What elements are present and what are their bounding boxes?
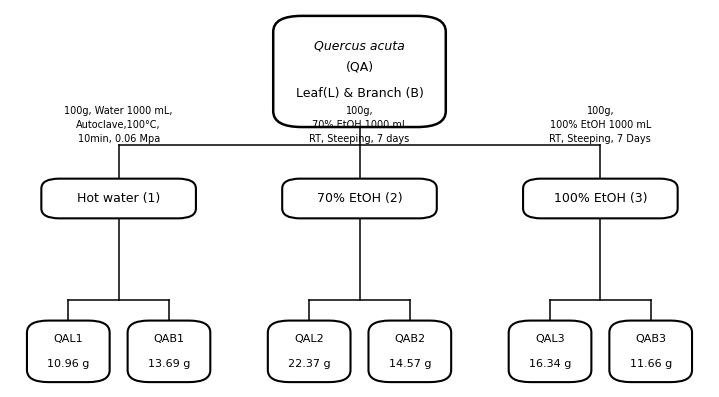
Text: 13.69 g: 13.69 g	[148, 359, 190, 369]
FancyBboxPatch shape	[42, 179, 196, 218]
FancyBboxPatch shape	[368, 321, 452, 382]
Text: QAL2: QAL2	[294, 333, 324, 344]
FancyBboxPatch shape	[127, 321, 210, 382]
Text: 100% EtOH (3): 100% EtOH (3)	[554, 192, 647, 205]
Text: 11.66 g: 11.66 g	[630, 359, 672, 369]
FancyBboxPatch shape	[610, 321, 692, 382]
Text: 100g, Water 1000 mL,
Autoclave,100°C,
10min, 0.06 Mpa: 100g, Water 1000 mL, Autoclave,100°C, 10…	[65, 106, 173, 144]
Text: 100g,
100% EtOH 1000 mL
RT, Steeping, 7 Days: 100g, 100% EtOH 1000 mL RT, Steeping, 7 …	[549, 106, 651, 144]
Text: 70% EtOH (2): 70% EtOH (2)	[316, 192, 403, 205]
Text: 14.57 g: 14.57 g	[388, 359, 431, 369]
FancyBboxPatch shape	[27, 321, 109, 382]
Text: Leaf(L) & Branch (B): Leaf(L) & Branch (B)	[296, 87, 423, 100]
FancyBboxPatch shape	[273, 16, 446, 127]
Text: QAL1: QAL1	[53, 333, 83, 344]
Text: 100g,
70% EtOH 1000 mL
RT, Steeping, 7 days: 100g, 70% EtOH 1000 mL RT, Steeping, 7 d…	[309, 106, 410, 144]
Text: QAL3: QAL3	[535, 333, 565, 344]
FancyBboxPatch shape	[523, 179, 677, 218]
Text: 22.37 g: 22.37 g	[288, 359, 331, 369]
FancyBboxPatch shape	[267, 321, 351, 382]
Text: Quercus acuta: Quercus acuta	[314, 39, 405, 52]
FancyBboxPatch shape	[508, 321, 591, 382]
FancyBboxPatch shape	[282, 179, 437, 218]
Text: Hot water (1): Hot water (1)	[77, 192, 160, 205]
Text: 16.34 g: 16.34 g	[529, 359, 571, 369]
Text: (QA): (QA)	[345, 61, 374, 74]
Text: QAB2: QAB2	[394, 333, 426, 344]
Text: 10.96 g: 10.96 g	[47, 359, 89, 369]
Text: QAB1: QAB1	[153, 333, 185, 344]
Text: QAB3: QAB3	[635, 333, 667, 344]
